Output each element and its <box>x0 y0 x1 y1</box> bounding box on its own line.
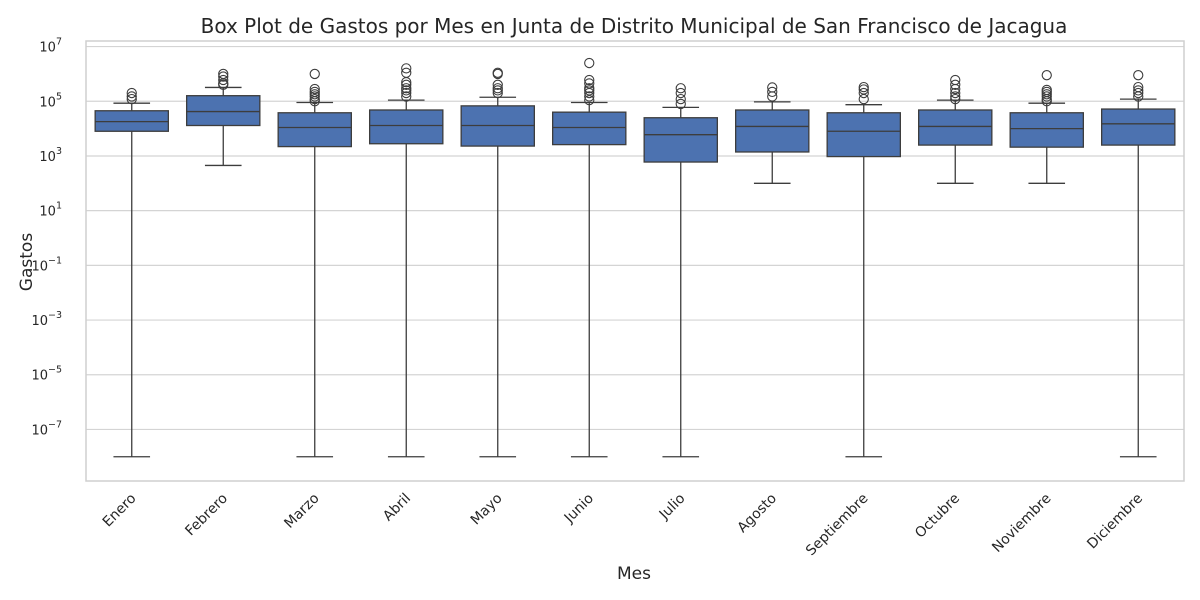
outlier-point <box>584 83 595 94</box>
y-gridlines <box>86 45 1184 431</box>
outlier-point <box>492 67 503 78</box>
outlier-point <box>1041 89 1052 100</box>
outlier-point <box>675 93 686 105</box>
box-diciembre <box>1101 70 1176 458</box>
y-tick-label: 101 <box>39 201 62 220</box>
outlier-point <box>675 87 686 99</box>
y-tick-label: 107 <box>39 37 62 56</box>
iqr-box <box>735 109 810 153</box>
outlier-point <box>401 83 412 94</box>
x-tick-label: Noviembre <box>989 491 1054 556</box>
box-enero <box>94 87 169 458</box>
iqr-box <box>185 95 261 127</box>
x-tick-label: Febrero <box>182 491 231 540</box>
outlier-point <box>584 78 595 89</box>
y-tick-label: 10−5 <box>31 365 62 384</box>
iqr-box <box>1009 112 1085 148</box>
outlier-point <box>492 87 503 99</box>
outlier-point <box>309 86 320 98</box>
iqr-box <box>826 112 902 158</box>
box-agosto <box>735 82 810 184</box>
box-noviembre <box>1009 70 1085 184</box>
outlier-point <box>1133 85 1144 96</box>
iqr-box <box>552 111 627 146</box>
x-tick-label: Marzo <box>281 491 322 532</box>
outlier-point <box>584 91 595 102</box>
y-tick-label: 10−3 <box>31 310 62 329</box>
x-tick-labels: Enero Febrero Marzo Abril Mayo Junio Julio Agos… <box>100 491 1146 560</box>
outlier-point <box>492 79 503 90</box>
x-tick-label: Abril <box>380 491 414 525</box>
outlier-point <box>126 87 137 99</box>
box-abril <box>368 63 444 458</box>
box-septiembre <box>826 81 902 458</box>
outlier-point <box>950 91 961 102</box>
y-tick-label: 10−1 <box>31 255 62 274</box>
outlier-point <box>1133 70 1144 81</box>
outlier-point <box>584 94 595 106</box>
iqr-box <box>277 112 352 148</box>
outlier-point <box>218 68 229 80</box>
iqr-box <box>643 117 719 163</box>
outlier-point <box>675 98 686 110</box>
chart-title: Box Plot de Gastos por Mes en Junta de D… <box>201 14 1068 38</box>
iqr-box <box>1101 108 1176 146</box>
outlier-point <box>1133 81 1144 93</box>
outlier-point <box>584 74 595 86</box>
y-axis-label: Gastos <box>17 233 37 292</box>
plot-frame <box>85 40 1185 482</box>
y-tick-label: 103 <box>39 146 62 165</box>
x-tick-label: Octubre <box>912 491 963 542</box>
x-tick-label: Agosto <box>735 491 781 537</box>
outlier-point <box>401 87 412 99</box>
outlier-point <box>309 68 320 80</box>
box-mayo <box>460 67 535 458</box>
x-tick-label: Julio <box>656 491 689 524</box>
outlier-point <box>218 74 229 86</box>
outlier-point <box>858 81 869 93</box>
iqr-box <box>918 109 993 146</box>
outlier-point <box>767 86 778 98</box>
outlier-point <box>309 93 320 105</box>
outlier-point <box>1041 84 1052 96</box>
outlier-point <box>950 87 961 99</box>
box-febrero <box>185 68 261 167</box>
outlier-point <box>401 91 412 102</box>
outlier-point <box>401 63 412 74</box>
outlier-point <box>218 71 229 82</box>
boxes <box>94 57 1176 458</box>
outlier-point <box>858 84 869 95</box>
outlier-point <box>584 57 595 69</box>
x-tick-label: Junio <box>561 491 597 527</box>
x-axis-label: Mes <box>617 564 651 584</box>
outlier-point <box>401 79 412 90</box>
outlier-point <box>309 83 320 95</box>
outlier-point <box>950 93 961 105</box>
box-octubre <box>918 74 993 184</box>
y-tick-label: 10−7 <box>31 419 62 438</box>
box-junio <box>552 57 627 458</box>
y-tick-labels: 107 105 103 101 10−1 10−3 10−5 10−7 <box>31 37 62 439</box>
outlier-point <box>1133 87 1144 99</box>
box-julio <box>643 83 719 458</box>
outlier-point <box>950 79 961 90</box>
x-tick-label: Septiembre <box>803 491 872 560</box>
x-tick-label: Enero <box>100 491 140 531</box>
outlier-point <box>858 87 869 99</box>
box-marzo <box>277 68 352 458</box>
outlier-point <box>1041 70 1052 81</box>
x-tick-label: Diciembre <box>1084 491 1146 553</box>
outlier-point <box>767 82 778 93</box>
outlier-point <box>126 91 137 102</box>
outlier-point <box>401 67 412 78</box>
y-tick-label: 105 <box>39 91 62 110</box>
outlier-point <box>675 83 686 94</box>
outlier-point <box>950 74 961 86</box>
iqr-box <box>368 109 444 145</box>
x-tick-label: Mayo <box>468 491 506 529</box>
outlier-point <box>492 83 503 94</box>
outlier-point <box>309 89 320 100</box>
outlier-point <box>126 93 137 105</box>
